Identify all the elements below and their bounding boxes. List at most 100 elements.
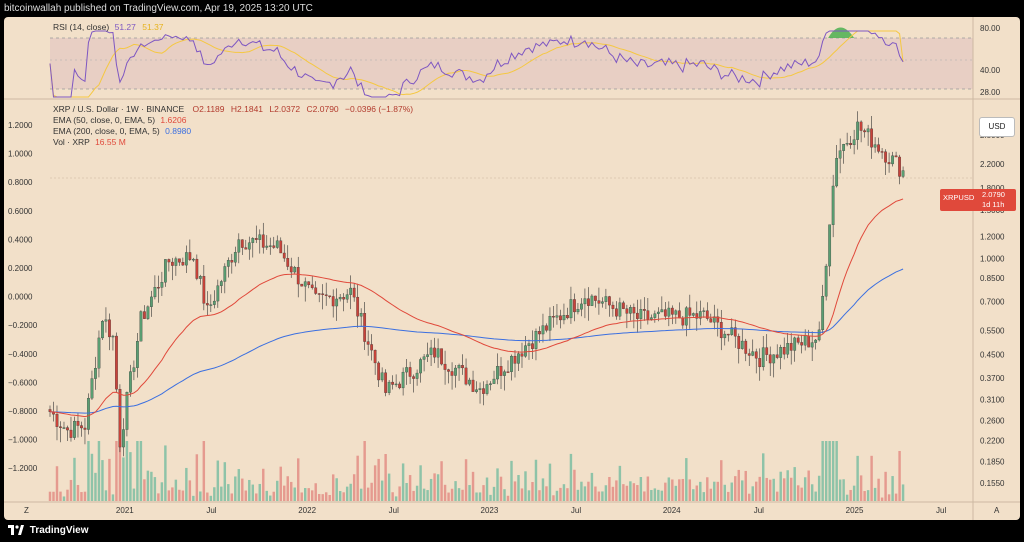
volume-bar <box>824 441 828 501</box>
left-axis: 1.2000 1.0000 0.8000 0.6000 0.4000 0.2000 0.00… <box>8 121 38 473</box>
volume-bar <box>545 486 548 501</box>
candle-body <box>62 427 66 429</box>
volume-bar <box>576 489 580 501</box>
candle-body <box>83 427 87 430</box>
volume-bar <box>363 441 366 501</box>
ema200-legend[interactable]: EMA (200, close, 0, EMA, 5) 0.8980 <box>53 126 413 137</box>
volume-bar <box>779 471 782 501</box>
volume-bar <box>632 483 636 501</box>
candle-body <box>656 311 660 314</box>
volume-bar <box>748 493 751 501</box>
volume-bar <box>527 490 531 501</box>
candle-body <box>254 238 258 240</box>
candle-body <box>401 371 405 389</box>
chart-frame: 80.00 40.00 28.00 1.2000 1.0000 0.8000 0.6000… <box>4 17 1020 520</box>
volume-bar <box>573 469 576 501</box>
symbol-line[interactable]: XRP / U.S. Dollar · 1W · BINANCE O2.1189… <box>53 104 413 115</box>
candle-body <box>303 281 307 287</box>
volume-bar <box>258 483 261 501</box>
candle-body <box>202 276 206 304</box>
right-tick-label: 0.2600 <box>980 417 1005 426</box>
candle-body <box>216 285 220 302</box>
candle-body <box>282 252 286 259</box>
currency-button[interactable]: USD <box>979 117 1015 137</box>
candle-body <box>642 309 646 311</box>
volume-bar <box>251 484 255 501</box>
candle-body <box>237 239 241 253</box>
volume-bar <box>653 488 657 501</box>
time-tick-label: Jul <box>571 506 581 515</box>
volume-bar <box>751 486 754 501</box>
candle-body <box>342 297 346 300</box>
candle-body <box>433 347 436 358</box>
ema50-legend[interactable]: EMA (50, close, 0, EMA, 5) 1.6206 <box>53 115 413 126</box>
right-tick-label: 0.3700 <box>980 374 1005 383</box>
candle-body <box>590 295 594 306</box>
volume-bar <box>227 484 230 501</box>
candle-body <box>691 313 695 316</box>
time-tick-label: 2024 <box>663 506 681 515</box>
volume-bar <box>772 478 775 501</box>
volume-bar <box>636 485 639 501</box>
volume-bar <box>272 491 275 501</box>
vol-legend[interactable]: Vol · XRP 16.55 M <box>53 137 413 148</box>
right-tick-label: 0.8500 <box>980 274 1005 283</box>
candle-body <box>705 310 709 319</box>
candle-body <box>317 293 321 295</box>
rsi-ma-line <box>49 30 904 98</box>
candle-body <box>160 282 164 288</box>
candle-body <box>517 353 520 364</box>
footer-bar: TradingView <box>0 520 1024 542</box>
volume-bar <box>101 460 104 501</box>
left-tick-label: −1.2000 <box>8 464 38 473</box>
volume-bar <box>160 482 164 501</box>
volume-bar <box>373 465 377 501</box>
volume-bar <box>660 490 664 501</box>
volume-bar <box>849 489 852 501</box>
volume-bar <box>195 454 199 501</box>
volume-bar <box>328 494 331 501</box>
volume-bar <box>464 459 468 501</box>
candle-body <box>471 379 475 392</box>
tradingview-logo[interactable]: TradingView <box>8 520 89 542</box>
right-tick-label: 0.1550 <box>980 479 1005 488</box>
candle-body <box>111 335 115 338</box>
volume-bar <box>695 485 699 501</box>
volume-bar <box>845 494 849 501</box>
volume-bar <box>450 488 454 501</box>
ema200-value: 0.8980 <box>165 126 192 136</box>
volume-bar <box>349 483 352 501</box>
candle-body <box>782 347 786 355</box>
candle-body <box>331 296 335 307</box>
candle-body <box>538 331 541 335</box>
candle-body <box>279 240 283 254</box>
candle-body <box>639 309 643 319</box>
volume-bar <box>713 481 716 501</box>
candle-body <box>76 420 80 426</box>
chart-canvas[interactable]: 80.00 40.00 28.00 1.2000 1.0000 0.8000 0.6000… <box>4 17 1020 520</box>
volume-bar <box>76 484 80 501</box>
candle-body <box>436 348 440 358</box>
volume-bar <box>716 481 720 501</box>
volume-bar <box>671 479 674 501</box>
candle-body <box>233 252 237 263</box>
candle-body <box>744 340 748 354</box>
right-tick-label: 0.1850 <box>980 457 1005 466</box>
candle-body <box>548 316 552 331</box>
candle-body <box>775 354 779 358</box>
volume-bar <box>768 479 772 501</box>
volume-bar <box>220 486 223 501</box>
right-tick-label: 0.4500 <box>980 351 1005 360</box>
ohlc-open: O2.1189 <box>192 104 225 114</box>
candle-body <box>394 383 398 386</box>
candle-body <box>622 302 625 309</box>
volume-bar <box>604 485 608 501</box>
left-tick-label: −1.0000 <box>8 436 38 445</box>
volume-bar <box>793 467 796 501</box>
candle-body <box>737 336 741 349</box>
ema50-label: EMA (50, close, 0, EMA, 5) <box>53 115 156 125</box>
candle-body <box>541 325 545 335</box>
volume-bar <box>894 493 898 501</box>
candle-body <box>492 378 496 384</box>
candle-body <box>573 299 576 313</box>
